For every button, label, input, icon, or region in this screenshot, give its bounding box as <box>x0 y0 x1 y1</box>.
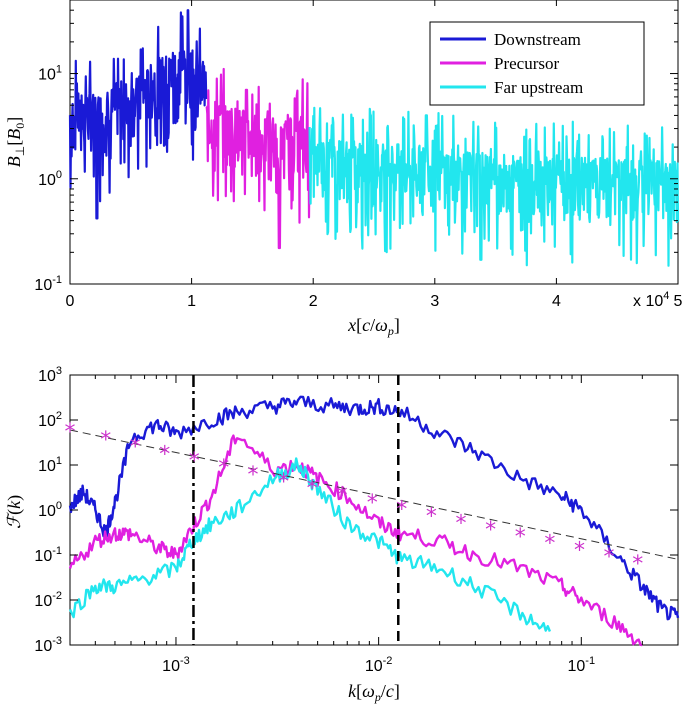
bottom-series-group <box>68 375 680 647</box>
bottom-marker-0: * <box>65 420 76 445</box>
bottom-y-tick-label-4: 101 <box>38 455 62 475</box>
legend-label-precursor: Precursor <box>494 54 559 73</box>
top-x-tick-label-5: 5 <box>674 293 683 310</box>
bottom-marker-12: * <box>426 504 437 529</box>
bottom-marker-3: * <box>159 442 170 467</box>
bottom-marker-11: * <box>396 497 407 522</box>
bottom-marker-4: * <box>189 449 200 474</box>
top-panel: 0 1 2 3 4 5 10-1 100 101 x 104 x[c/ωp] B⊥[B0] D… <box>4 0 683 338</box>
bottom-panel: * * * * * * * * * * * * * * * * * * * * 10-3 10-2 10-1 10-310… <box>4 365 680 704</box>
bottom-x-axis-label: k[ωp/c] <box>348 681 400 704</box>
bottom-marker-13: * <box>456 511 467 536</box>
top-x-tick-label-4: 4 <box>552 293 561 310</box>
bottom-marker-17: * <box>574 538 585 563</box>
bottom-marker-10: * <box>367 491 378 516</box>
top-series-line-2 <box>308 106 680 267</box>
bottom-y-tick-label-0: 10-3 <box>34 635 62 655</box>
bottom-marker-14: * <box>485 518 496 543</box>
top-x-tick-label-2: 2 <box>309 293 318 310</box>
top-y-tick-labels: 10-1 100 101 <box>34 64 62 294</box>
bottom-x-tick-label-0: 10-3 <box>162 655 190 675</box>
bottom-y-tick-label-6: 103 <box>38 365 62 385</box>
top-x-tick-label-3: 3 <box>430 293 439 310</box>
bottom-plot-frame <box>69 374 679 646</box>
bottom-series-line-1 <box>68 434 643 647</box>
top-y-axis-label: B⊥[B0] <box>4 117 27 167</box>
bottom-marker-2: * <box>130 435 141 460</box>
bottom-marker-19: * <box>632 552 643 577</box>
bottom-marker-16: * <box>544 531 555 556</box>
bottom-marker-15: * <box>515 525 526 550</box>
top-y-tick-label-2: 101 <box>38 64 62 84</box>
top-y-tick-label-1: 100 <box>38 169 62 189</box>
bottom-marker-6: * <box>248 463 259 488</box>
bottom-x-tick-labels: 10-3 10-2 10-1 <box>162 655 595 675</box>
top-ticks-group <box>69 0 679 285</box>
bottom-y-tick-label-1: 10-2 <box>34 590 62 610</box>
top-x-tick-label-1: 1 <box>187 293 196 310</box>
bottom-y-tick-label-2: 10-1 <box>34 545 62 565</box>
top-legend: Downstream Precursor Far upstream <box>429 21 645 106</box>
bottom-y-tick-label-5: 102 <box>38 410 62 430</box>
bottom-marker-8: * <box>307 477 318 502</box>
top-series-line-0 <box>68 9 208 220</box>
bottom-x-tick-label-2: 10-1 <box>568 655 596 675</box>
bottom-marker-7: * <box>278 470 289 495</box>
top-x-tick-label-0: 0 <box>66 293 75 310</box>
bottom-ticks-group <box>69 374 678 646</box>
bottom-marker-18: * <box>604 545 615 570</box>
bottom-markers-group: * * * * * * * * * * * * * * * * * * * * <box>65 420 644 577</box>
bottom-y-axis-label: ℱ(k) <box>4 495 25 529</box>
top-series-line-1 <box>205 67 311 250</box>
bottom-series-line-2 <box>68 457 552 632</box>
top-y-tick-label-0: 10-1 <box>34 274 62 294</box>
bottom-y-tick-label-3: 100 <box>38 500 62 520</box>
bottom-series-line-0 <box>68 395 680 621</box>
bottom-marker-9: * <box>337 484 348 509</box>
top-x-axis-label: x[c/ωp] <box>347 315 400 338</box>
top-series-group <box>68 9 680 267</box>
top-x-tick-labels: 0 1 2 3 4 5 <box>66 293 683 310</box>
bottom-x-tick-label-1: 10-2 <box>365 655 393 675</box>
legend-label-far-upstream: Far upstream <box>494 78 583 97</box>
bottom-y-tick-labels: 10-3 10-2 10-1 100 101 102 103 <box>34 365 62 655</box>
top-x-multiplier: x 104 <box>633 290 669 310</box>
bottom-marker-1: * <box>100 428 111 453</box>
bottom-marker-5: * <box>218 456 229 481</box>
legend-label-downstream: Downstream <box>494 30 581 49</box>
